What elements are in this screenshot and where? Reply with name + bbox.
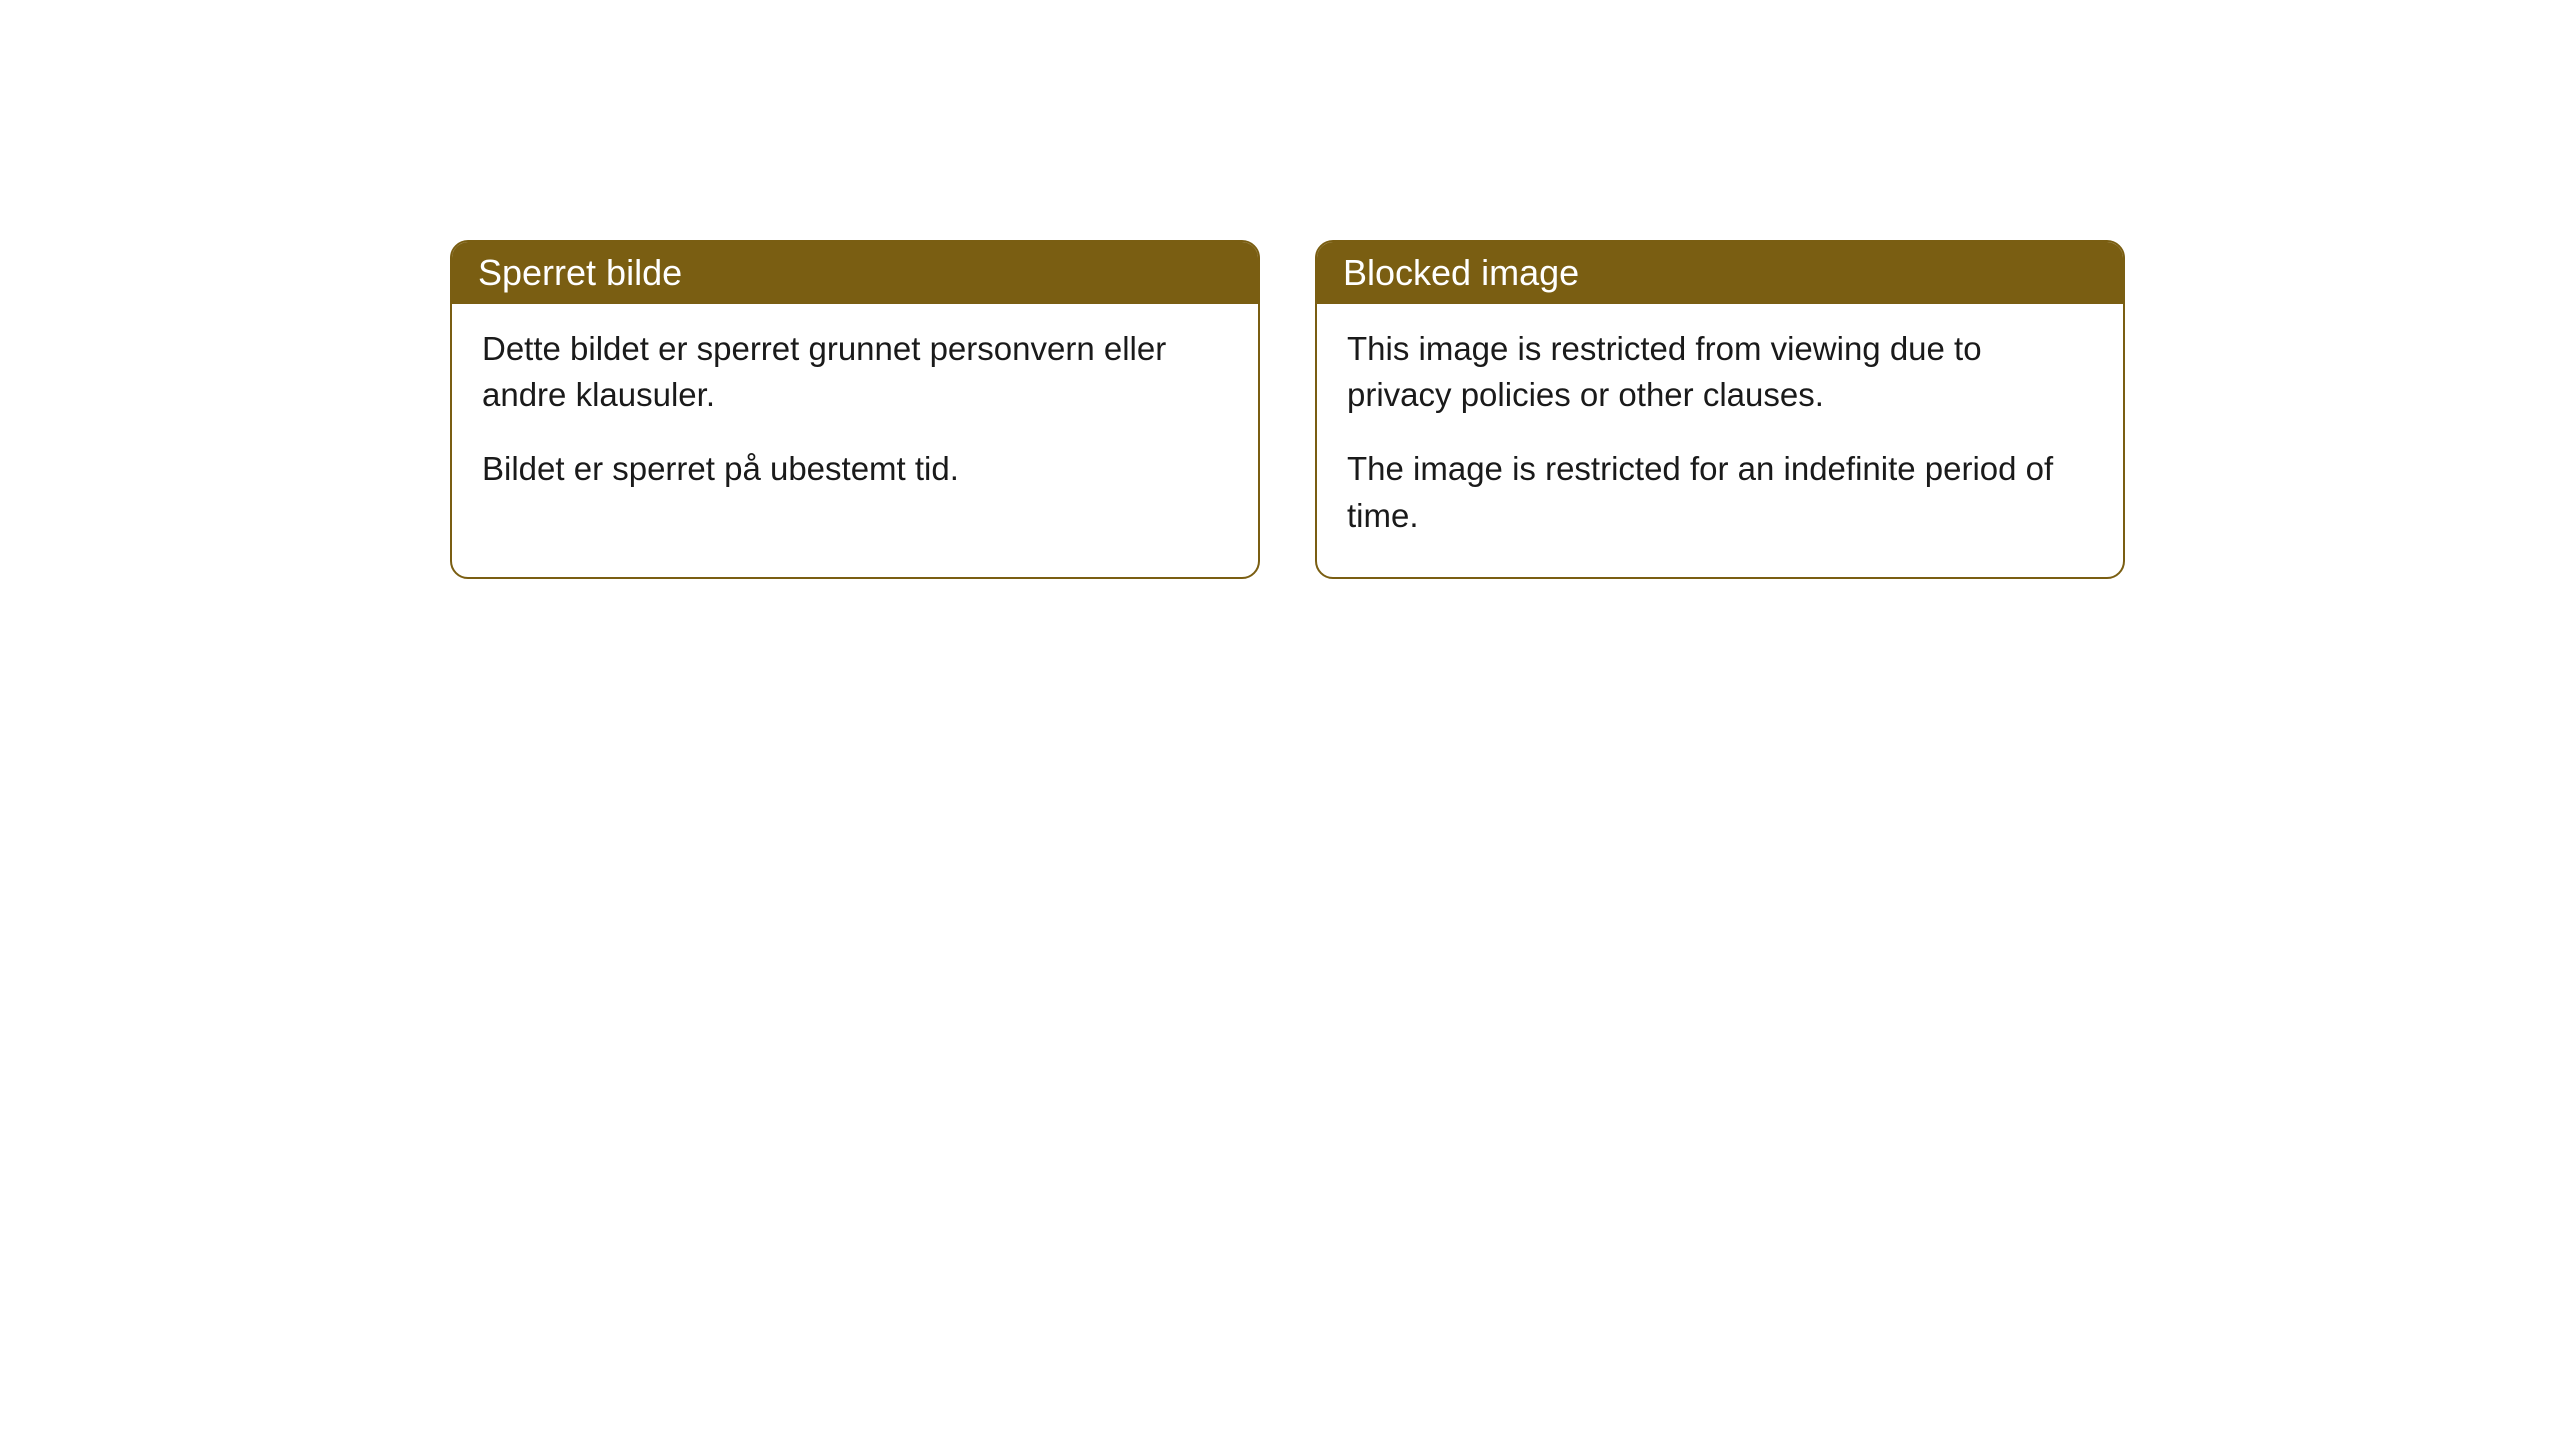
notice-card-english: Blocked image This image is restricted f… [1315, 240, 2125, 579]
card-body: Dette bildet er sperret grunnet personve… [452, 304, 1258, 531]
card-body: This image is restricted from viewing du… [1317, 304, 2123, 577]
notice-card-norwegian: Sperret bilde Dette bildet er sperret gr… [450, 240, 1260, 579]
notice-cards-container: Sperret bilde Dette bildet er sperret gr… [450, 240, 2125, 579]
card-header: Blocked image [1317, 242, 2123, 304]
card-header: Sperret bilde [452, 242, 1258, 304]
card-paragraph: This image is restricted from viewing du… [1347, 326, 2093, 418]
card-paragraph: Dette bildet er sperret grunnet personve… [482, 326, 1228, 418]
card-paragraph: The image is restricted for an indefinit… [1347, 446, 2093, 538]
card-paragraph: Bildet er sperret på ubestemt tid. [482, 446, 1228, 492]
card-title: Blocked image [1343, 252, 1579, 293]
card-title: Sperret bilde [478, 252, 682, 293]
